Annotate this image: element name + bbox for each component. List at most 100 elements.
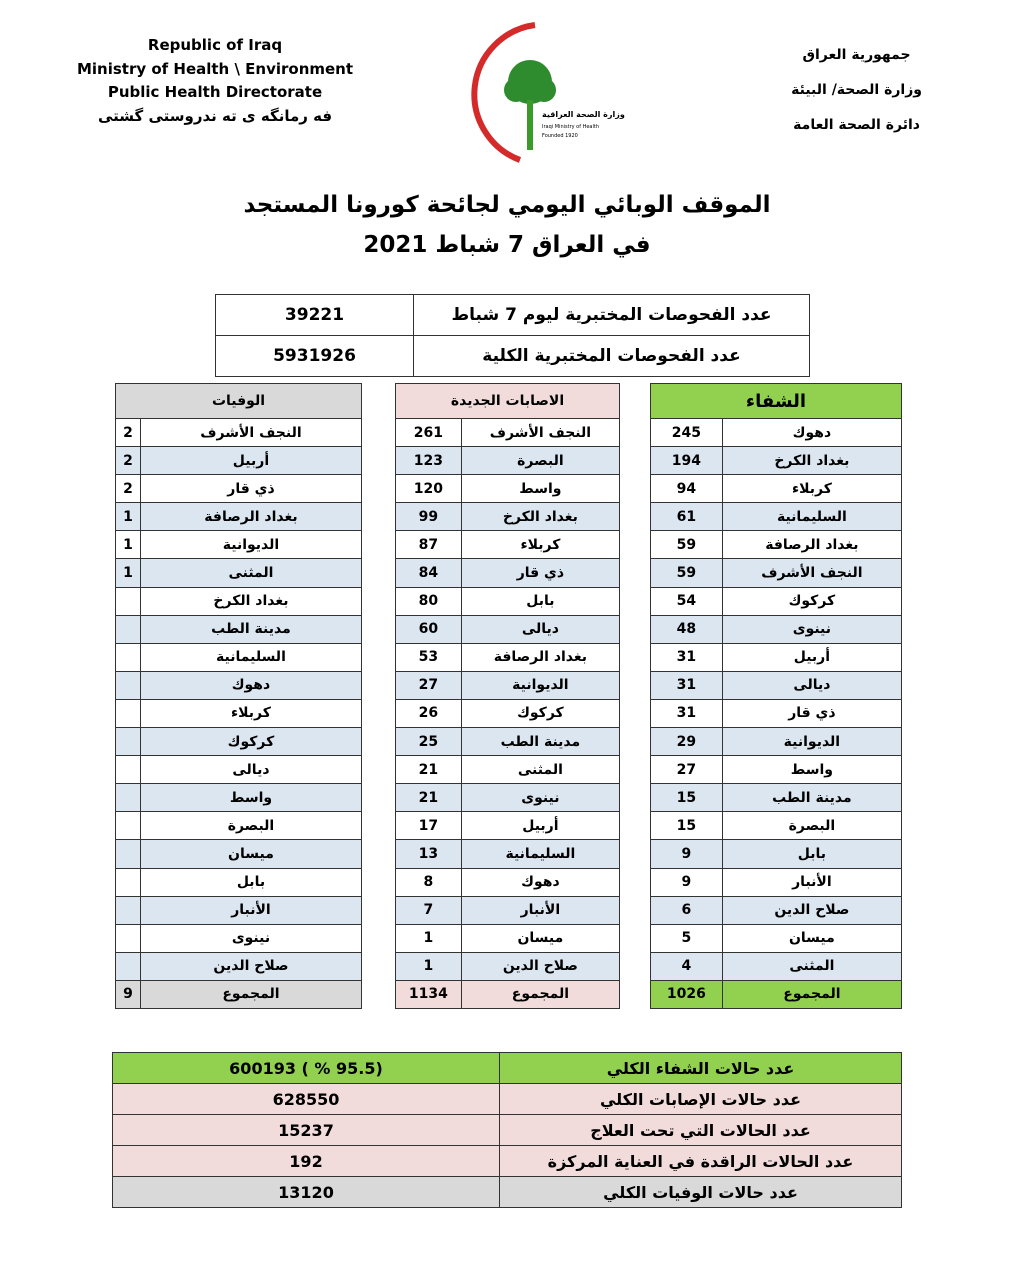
table-row: الأنبار <box>115 895 363 925</box>
table-row: كركوك 26 <box>395 698 621 729</box>
province-name: صلاح الدين <box>460 951 621 981</box>
table-row: مدينة الطب 15 <box>650 783 903 813</box>
count-value: 53 <box>395 642 462 672</box>
table-row: كربلاء 87 <box>395 530 621 560</box>
logo-text: Iraqi Ministry of Health <box>542 124 600 130</box>
tests-table: عدد الفحوصات المختبرية ليوم 7 شباط 39221 … <box>215 294 810 377</box>
province-name: المثنى <box>721 951 903 981</box>
table-header: الوفيات <box>115 383 362 419</box>
table-row: البصرة 15 <box>650 811 903 841</box>
province-name: ميسان <box>721 923 903 953</box>
province-name: كركوك <box>721 586 903 616</box>
summary-label: عدد الحالات التي تحت العلاج <box>499 1114 902 1146</box>
province-name: كركوك <box>460 698 621 729</box>
page-subtitle: في العراق 7 شباط 2021 <box>363 232 651 258</box>
province-name: السليمانية <box>721 502 903 532</box>
table-row: صلاح الدين 6 <box>650 895 903 925</box>
count-value: 9 <box>650 839 723 869</box>
table-row: دهوك <box>115 670 363 700</box>
header-line: جمهورية العراق <box>802 47 911 63</box>
table-row: ذي قار 2 <box>115 474 363 504</box>
count-value: 1 <box>115 502 141 532</box>
table-row: ديالى 60 <box>395 614 621 644</box>
table-title: الشفاء <box>650 383 902 419</box>
count-value: 245 <box>650 417 723 448</box>
summary-label: عدد حالات الوفيات الكلي <box>499 1176 902 1208</box>
recovery-table: الشفاء دهوك 245 بغداد الكرخ 194 كربلاء 94 السلي… <box>650 383 903 1009</box>
count-value <box>115 698 141 729</box>
count-value: 61 <box>650 502 723 532</box>
province-name: كربلاء <box>460 530 621 560</box>
province-name: مدينة الطب <box>721 783 903 813</box>
summary-value: (95.5 % ) 600193 <box>112 1052 500 1084</box>
table-row: كربلاء <box>115 698 363 729</box>
table-row: صلاح الدين 1 <box>395 951 621 981</box>
count-value: 21 <box>395 783 462 813</box>
table-row: واسط 120 <box>395 474 621 504</box>
province-name: واسط <box>460 474 621 504</box>
count-value: 87 <box>395 530 462 560</box>
count-value: 5 <box>650 923 723 953</box>
province-name: المثنى <box>139 558 363 588</box>
province-name: ذي قار <box>721 698 903 729</box>
table-row: الديوانية 27 <box>395 670 621 700</box>
province-name: نينوى <box>139 923 363 953</box>
count-value: 94 <box>650 474 723 504</box>
tests-label: عدد الفحوصات المختبرية ليوم 7 شباط <box>413 294 810 336</box>
count-value: 25 <box>395 727 462 757</box>
province-name: البصرة <box>460 446 621 476</box>
table-row: السليمانية 61 <box>650 502 903 532</box>
table-row: النجف الأشرف 2 <box>115 417 363 448</box>
count-value <box>115 670 141 700</box>
table-row: بغداد الرصافة 1 <box>115 502 363 532</box>
table-row: الأنبار 9 <box>650 867 903 897</box>
province-name: ديالى <box>721 670 903 700</box>
table-row: ذي قار 84 <box>395 558 621 588</box>
province-name: النجف الأشرف <box>139 417 363 448</box>
summary-table: عدد حالات الشفاء الكلي (95.5 % ) 600193 عد… <box>112 1052 902 1208</box>
count-value: 31 <box>650 642 723 672</box>
count-value <box>115 951 141 981</box>
table-row: بغداد الرصافة 53 <box>395 642 621 672</box>
table-row: السليمانية 13 <box>395 839 621 869</box>
province-name: دهوك <box>721 417 903 448</box>
count-value: 15 <box>650 811 723 841</box>
total-row: المجموع 1026 <box>650 979 903 1009</box>
table-row: واسط <box>115 783 363 813</box>
province-name: أربيل <box>460 811 621 841</box>
province-name: بغداد الرصافة <box>460 642 621 672</box>
count-value <box>115 867 141 897</box>
total-label: المجموع <box>460 979 621 1009</box>
table-row: صلاح الدين <box>115 951 363 981</box>
table-row: بابل 9 <box>650 839 903 869</box>
province-name: النجف الأشرف <box>721 558 903 588</box>
count-value: 26 <box>395 698 462 729</box>
table-row: ميسان 5 <box>650 923 903 953</box>
table-row: نينوى 48 <box>650 614 903 644</box>
total-value: 9 <box>115 979 141 1009</box>
count-value: 2 <box>115 417 141 448</box>
new-cases-table: الاصابات الجديدة النجف الأشرف 261 البصرة 123… <box>395 383 621 1009</box>
count-value <box>115 895 141 925</box>
count-value: 1 <box>115 530 141 560</box>
table-row: بغداد الكرخ <box>115 586 363 616</box>
header-line: Public Health Directorate <box>107 83 323 101</box>
province-name: السليمانية <box>139 642 363 672</box>
province-name: دهوك <box>460 867 621 897</box>
total-label: المجموع <box>139 979 363 1009</box>
count-value <box>115 755 141 785</box>
table-row: المثنى 1 <box>115 558 363 588</box>
province-name: صلاح الدين <box>721 895 903 925</box>
table-row: النجف الأشرف 59 <box>650 558 903 588</box>
province-name: دهوك <box>139 670 363 700</box>
province-name: الديوانية <box>139 530 363 560</box>
province-name: أربيل <box>721 642 903 672</box>
table-row: المثنى 4 <box>650 951 903 981</box>
count-value: 261 <box>395 417 462 448</box>
header-english: Republic of Iraq Ministry of Health \ En… <box>60 34 370 128</box>
count-value: 48 <box>650 614 723 644</box>
count-value <box>115 642 141 672</box>
header-line: Ministry of Health \ Environment <box>76 59 354 78</box>
province-name: السليمانية <box>460 839 621 869</box>
count-value: 4 <box>650 951 723 981</box>
